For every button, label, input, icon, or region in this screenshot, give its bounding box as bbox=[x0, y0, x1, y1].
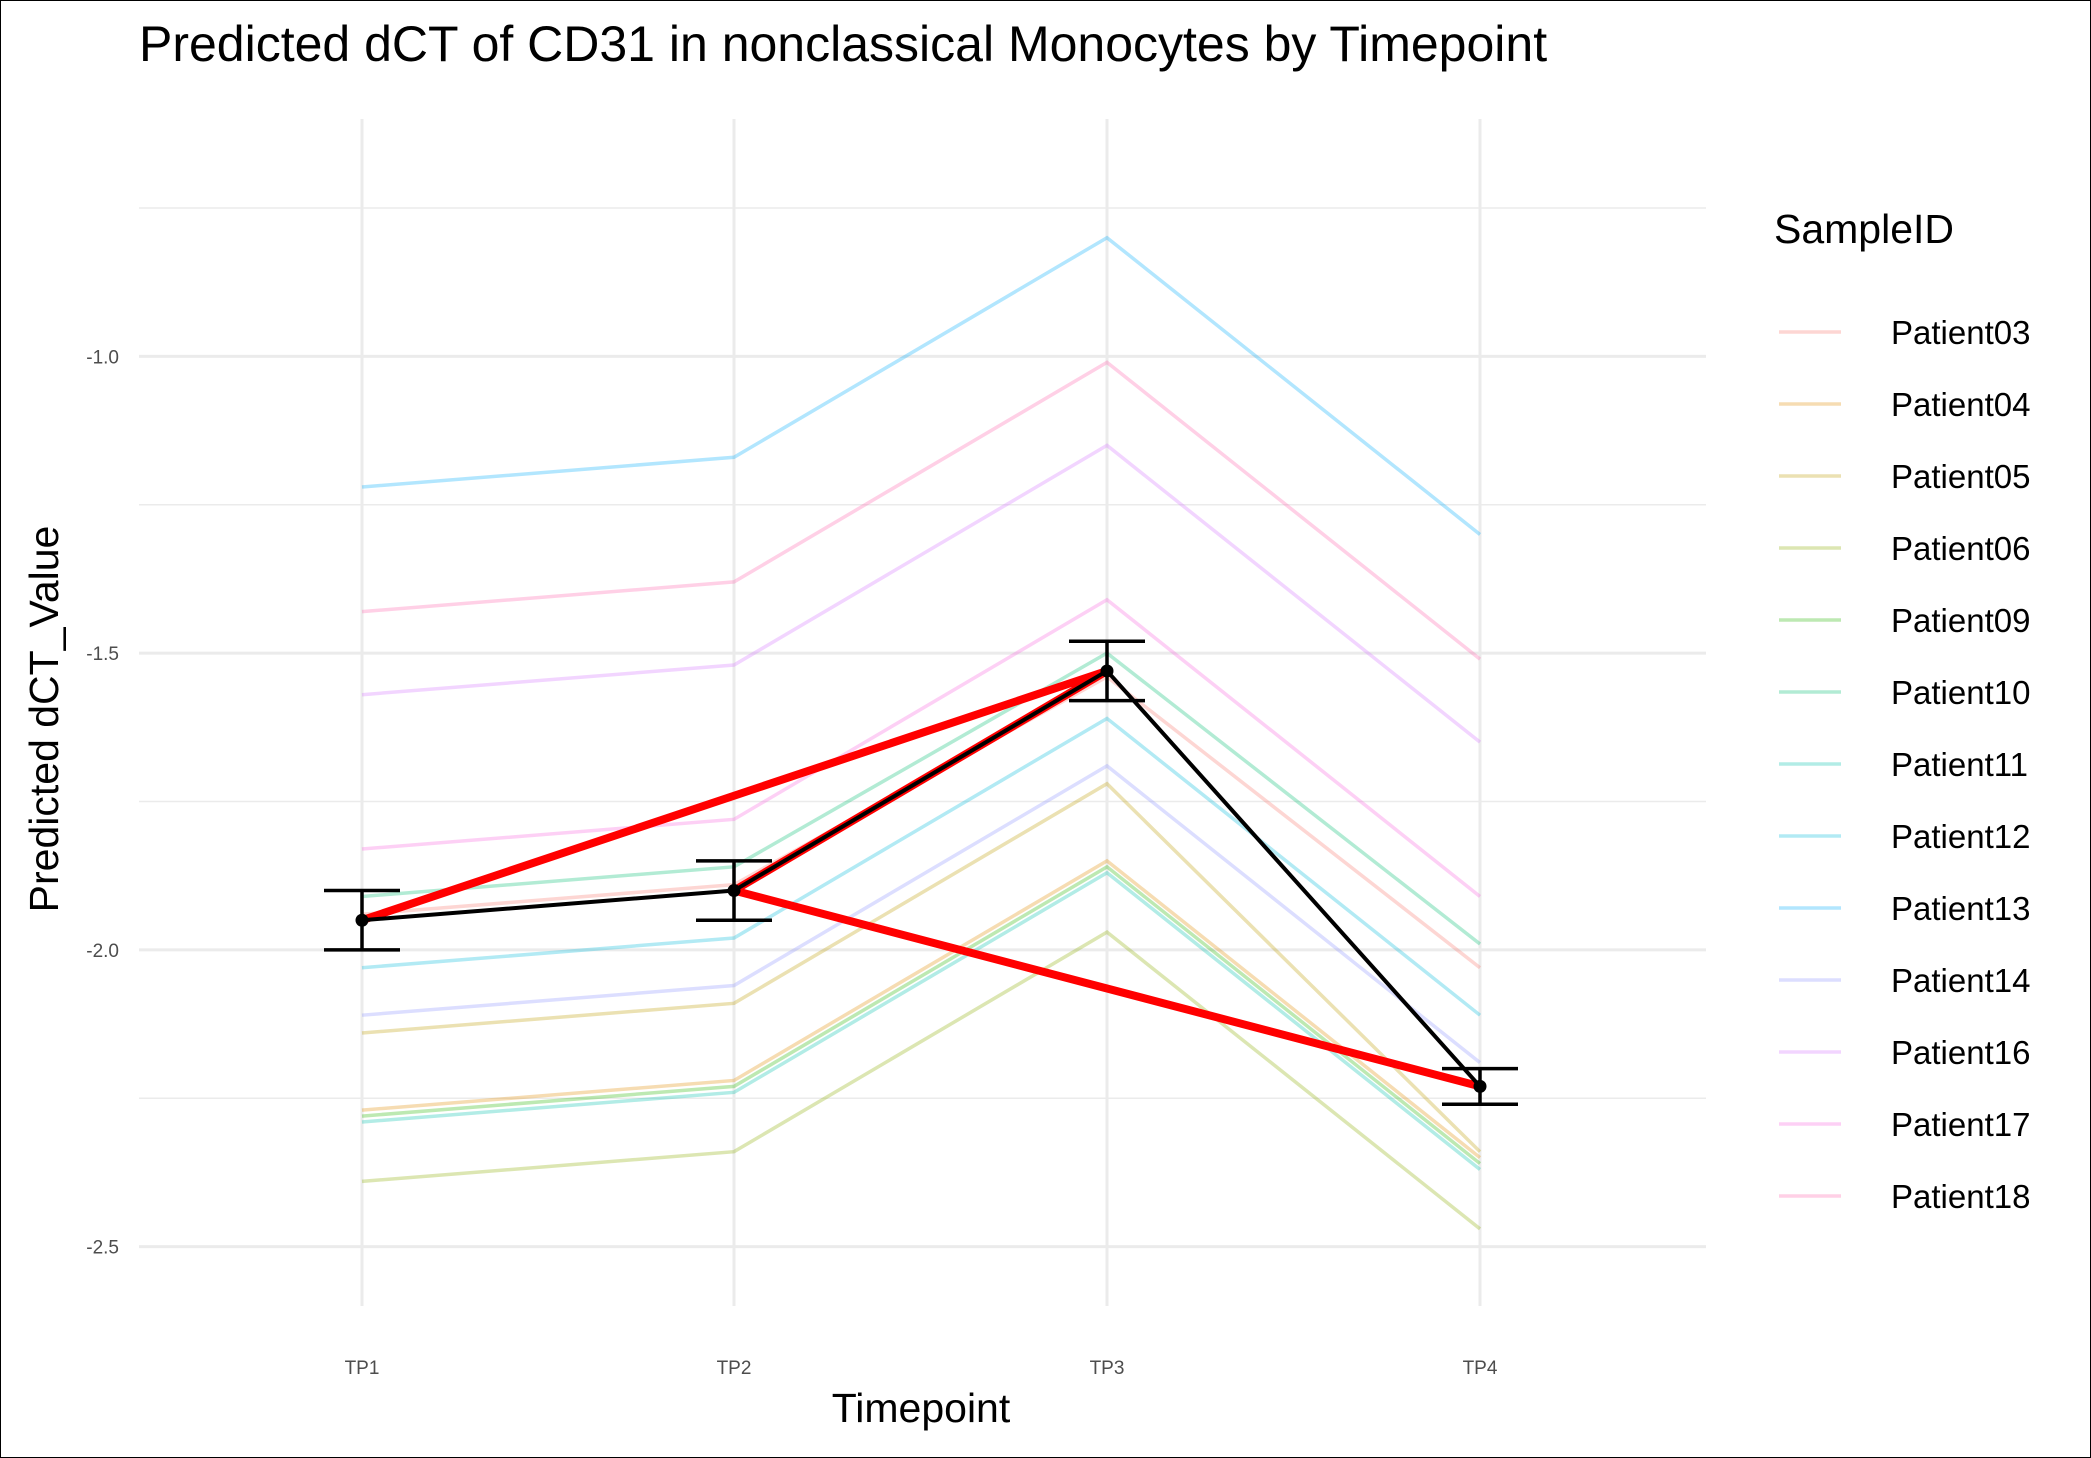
x-tick-label: TP2 bbox=[717, 1358, 752, 1379]
y-tick-label: -2.5 bbox=[86, 1238, 119, 1259]
x-axis-title: Timepoint bbox=[832, 1385, 1011, 1431]
series-line-patient13 bbox=[361, 235, 1482, 536]
legend-label: Patient03 bbox=[1891, 314, 2030, 351]
series-line-patient10 bbox=[361, 651, 1482, 946]
legend-label: Patient04 bbox=[1891, 386, 2030, 423]
mean-point bbox=[1473, 1079, 1487, 1093]
series-line-patient17 bbox=[361, 597, 1482, 898]
legend-label: Patient16 bbox=[1891, 1034, 2030, 1071]
legend-label: Patient06 bbox=[1891, 530, 2030, 567]
series-line-patient16 bbox=[361, 443, 1482, 744]
mean-line bbox=[361, 668, 1482, 1088]
series-line-patient05 bbox=[361, 781, 1482, 1153]
legend-label: Patient14 bbox=[1891, 962, 2030, 999]
legend-label: Patient12 bbox=[1891, 818, 2030, 855]
series-line-patient09 bbox=[361, 864, 1482, 1165]
legend-title: SampleID bbox=[1774, 206, 1954, 252]
chart-title: Predicted dCT of CD31 in nonclassical Mo… bbox=[139, 16, 1547, 72]
x-tick-labels: TP1 TP2 TP3 TP4 bbox=[345, 1358, 1498, 1379]
series-line-patient04 bbox=[361, 858, 1482, 1159]
y-tick-label: -1.5 bbox=[86, 644, 119, 665]
mean-series bbox=[324, 639, 1518, 1106]
legend-label: Patient13 bbox=[1891, 890, 2030, 927]
series-line-patient18 bbox=[361, 360, 1482, 661]
y-tick-labels: -2.5 -2.0 -1.5 -1.0 bbox=[86, 347, 119, 1258]
grid bbox=[139, 119, 1706, 1306]
y-tick-label: -2.0 bbox=[86, 941, 119, 962]
series-line-patient11 bbox=[361, 870, 1482, 1171]
x-tick-label: TP4 bbox=[1463, 1358, 1498, 1379]
legend-label: Patient09 bbox=[1891, 602, 2030, 639]
mean-point bbox=[355, 913, 369, 927]
mean-point bbox=[1100, 664, 1114, 678]
y-axis-title: Predicted dCT_Value bbox=[21, 526, 67, 913]
series-line-patient03 bbox=[361, 674, 1482, 970]
series-line-patient12 bbox=[361, 716, 1482, 1017]
legend-label: Patient18 bbox=[1891, 1178, 2030, 1215]
x-tick-label: TP3 bbox=[1090, 1358, 1125, 1379]
x-tick-label: TP1 bbox=[345, 1358, 380, 1379]
y-tick-label: -1.0 bbox=[86, 347, 119, 368]
legend-label: Patient17 bbox=[1891, 1106, 2030, 1143]
series-line-patient14 bbox=[361, 763, 1482, 1065]
legend: SampleID Patient03 Patient04 Patient05 Pati… bbox=[1774, 206, 2030, 1215]
series-line-patient06 bbox=[361, 929, 1482, 1231]
legend-label: Patient05 bbox=[1891, 458, 2030, 495]
legend-label: Patient11 bbox=[1891, 746, 2028, 783]
legend-label: Patient10 bbox=[1891, 674, 2030, 711]
mean-point bbox=[727, 884, 741, 898]
